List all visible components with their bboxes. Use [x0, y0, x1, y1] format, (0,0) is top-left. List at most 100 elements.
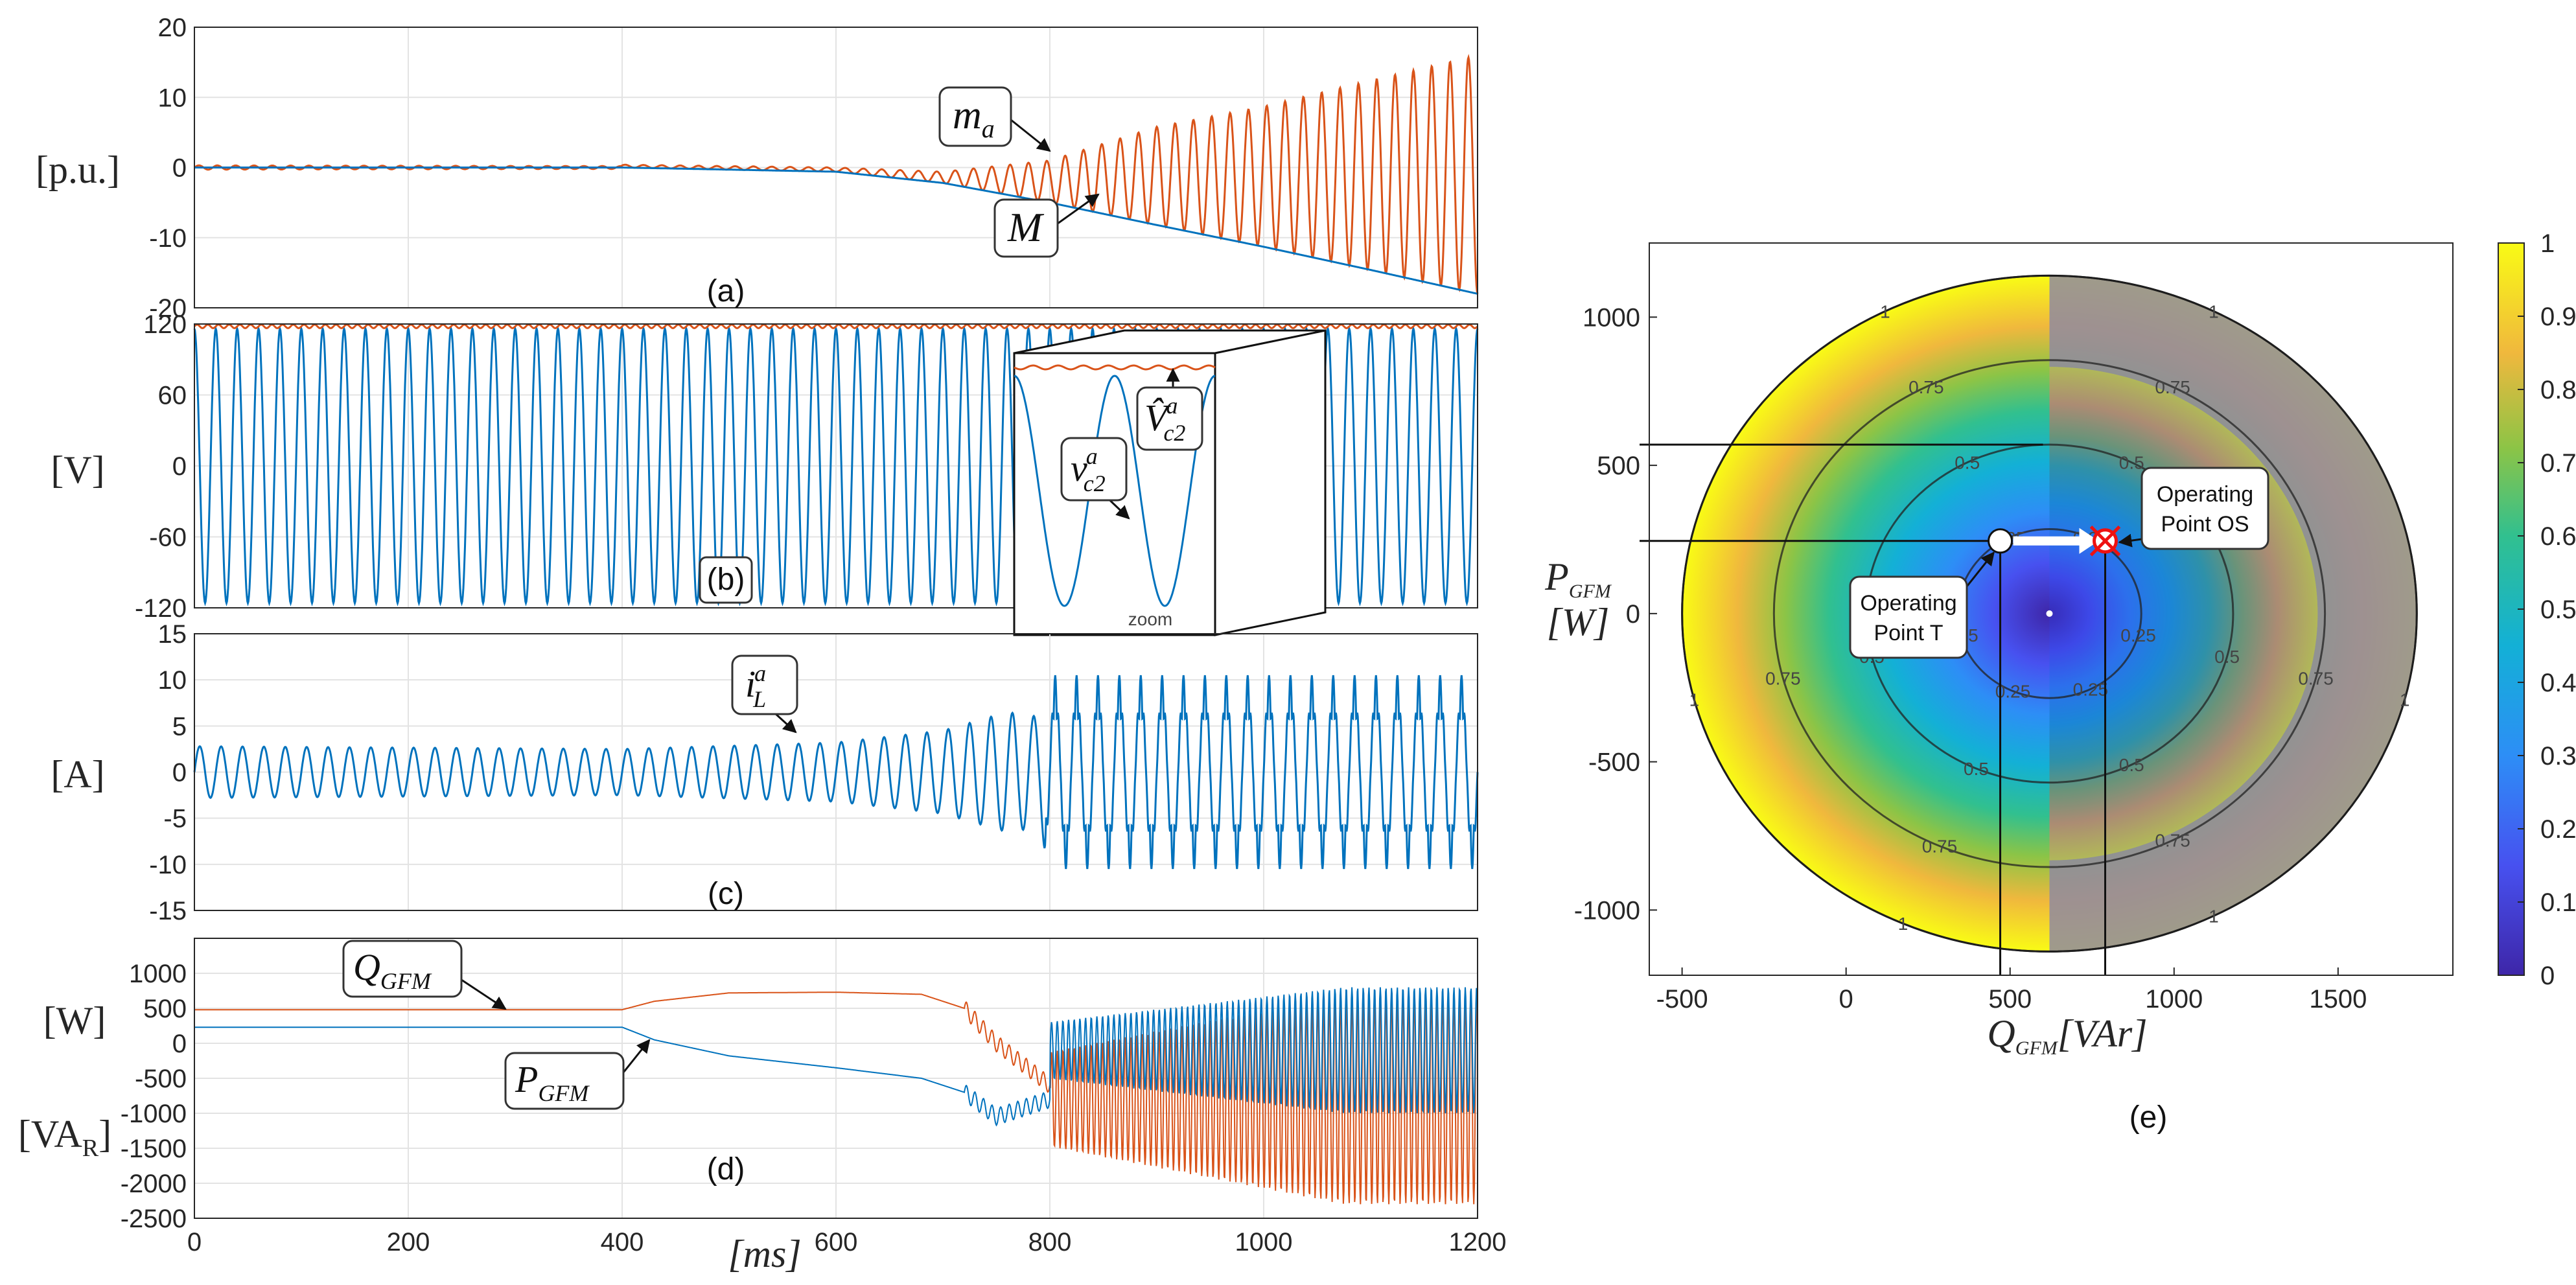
contour-label: 0.5 [1955, 453, 1980, 473]
panel-e-y-unit: [W] [1547, 601, 1610, 643]
colorbar-tick-label: 0.2 [2540, 815, 2576, 844]
svg-text:M: M [1007, 204, 1045, 250]
colorbar-tick-label: 0.1 [2540, 888, 2576, 917]
operating-point-t-marker [1988, 528, 2013, 554]
colorbar-tick-label: 0 [2540, 962, 2555, 990]
y-tick-label: -20 [149, 294, 187, 323]
zoom-label: zoom [1128, 609, 1172, 629]
zoom-inset-series [1014, 364, 1216, 607]
panel-d-letter: (d) [707, 1152, 745, 1187]
annotation-i-L-a: ia L [731, 654, 798, 734]
panel-a-series [194, 54, 1479, 295]
panel-e-x-label: QGFM[VAr] [1987, 1012, 2147, 1059]
contour-label: 0.75 [2298, 668, 2334, 688]
panel-c-axes-box [194, 633, 1478, 911]
panel-b-y-ticks: 120 60 0 -60 -120 [135, 310, 187, 623]
colorbar-tick-label: 0.7 [2540, 449, 2576, 478]
y-tick-label: -10 [149, 851, 187, 879]
panel-c: 15 10 5 0 -5 -10 -15 [A] (c) ia L [51, 620, 1479, 925]
contour-label: 0.5 [2214, 647, 2240, 667]
colorbar-tick-label: 0.9 [2540, 303, 2576, 331]
panel-b-series [193, 323, 1479, 607]
y-tick-label: 10 [158, 84, 187, 112]
contour-label: 0.75 [1765, 668, 1801, 688]
panel-b: 120 60 0 -60 -120 [V] (b) zoom va c2 V̂a c2 [51, 310, 1479, 636]
x-tick-label: 0 [187, 1228, 202, 1256]
annotation-m-a: ma [938, 86, 1051, 152]
contour-label: 0.75 [1909, 377, 1944, 397]
svg-text:QGFM: QGFM [353, 946, 432, 994]
contour-label: 0.75 [2155, 377, 2190, 397]
y-tick-label: -2000 [121, 1170, 187, 1198]
panel-a-y-label: [p.u.] [36, 148, 120, 191]
colorbar-tick-label: 1 [2540, 229, 2555, 258]
transition-arrowhead [2079, 527, 2099, 554]
y-tick-label: -60 [149, 524, 187, 552]
y-tick-label: -2500 [121, 1205, 187, 1233]
series-i-L-a [193, 675, 1479, 870]
y-tick-label: 5 [172, 712, 187, 741]
contour-1 [1681, 274, 2418, 953]
contour-label: 0.5 [1964, 759, 1989, 779]
y-tick-label: -120 [135, 594, 187, 623]
colorbar-tick-label: 0.4 [2540, 669, 2576, 697]
op-os-pointer [2118, 533, 2142, 548]
heatmap-center-dot [2046, 610, 2053, 617]
contour-label: 0.25 [2120, 625, 2156, 645]
contour-label: 1 [1880, 301, 1890, 321]
x-tick-label: -500 [1656, 985, 1708, 1013]
x-tick-label: 500 [1988, 985, 2032, 1013]
op-t-pointer [1966, 551, 1995, 587]
x-tick-label: 600 [815, 1228, 858, 1256]
op-os-label-line1: Operating [2157, 482, 2253, 507]
svg-text:V̂ac2: V̂a c2 [1144, 393, 1185, 446]
panel-a-axes-box [194, 27, 1478, 308]
x-axis-label-ms: [ms] [728, 1233, 801, 1275]
svg-text:iaL: ia L [745, 660, 766, 712]
annotation-P-GFM: PGFM [504, 1039, 651, 1110]
panel-d-y-ticks: 1000 500 0 -500 -1000 -1500 -2000 -2500 [121, 960, 187, 1233]
x-tick-label: 800 [1028, 1228, 1072, 1256]
panel-c-y-ticks: 15 10 5 0 -5 -10 -15 [149, 620, 187, 925]
panel-a: 20 10 0 -10 -20 [p.u.] (a) ma M [36, 14, 1479, 323]
x-tick-label: 0 [1839, 985, 1853, 1013]
y-tick-label: 1000 [129, 960, 187, 988]
colorbar-ticks: 1 0.9 0.8 0.7 0.6 0.5 0.4 0.3 0.2 0.1 0 [2518, 229, 2576, 990]
y-tick-label: 0 [172, 452, 187, 481]
inset-series-v-c2-a [1014, 375, 1216, 607]
y-tick-label: -5 [163, 805, 187, 833]
op-t-label-line2: Point T [1874, 621, 1943, 645]
y-tick-label: -1000 [1574, 896, 1640, 925]
y-tick-label: 500 [1597, 452, 1640, 480]
y-tick-label: 500 [143, 995, 187, 1023]
inset-series-V-hat-c2-a [1014, 364, 1216, 371]
colorbar-tick-label: 0.8 [2540, 376, 2576, 404]
panel-e-x-ticks: -500 0 500 1000 1500 [1656, 967, 2367, 1013]
series-Q-GFM [194, 991, 1478, 1205]
contour-label: 0.75 [2155, 831, 2190, 851]
op-t-label-line1: Operating [1860, 591, 1956, 616]
y-tick-label: -500 [1588, 748, 1640, 777]
y-tick-label: 120 [143, 310, 187, 339]
svg-text:ma: ma [953, 93, 995, 143]
panel-b-y-label: [V] [51, 448, 104, 491]
y-tick-label: -1500 [121, 1135, 187, 1163]
y-tick-label: -15 [149, 897, 187, 925]
heatmap-region [1681, 274, 2418, 953]
panel-e-letter: (e) [2129, 1100, 2168, 1135]
contour-label: 0.5 [2119, 755, 2144, 775]
panel-a-letter: (a) [707, 274, 745, 308]
x-tick-label: 1500 [2309, 985, 2367, 1013]
panel-c-y-label: [A] [51, 753, 104, 796]
zoom-inset: zoom va c2 V̂a c2 [1013, 329, 1327, 636]
x-tick-label: 1000 [2145, 985, 2203, 1013]
y-tick-label: 0 [172, 154, 187, 183]
panel-b-letter: (b) [699, 556, 753, 604]
y-tick-label: 20 [158, 14, 187, 42]
operating-points: Operating Point T Operating Point OS [1849, 467, 2269, 659]
panel-a-y-ticks: 20 10 0 -10 -20 [149, 14, 187, 323]
annotation-M: M [993, 193, 1100, 258]
panel-d-y-label-var: [VAR] [18, 1113, 111, 1162]
contour-label: 1 [2209, 301, 2219, 321]
